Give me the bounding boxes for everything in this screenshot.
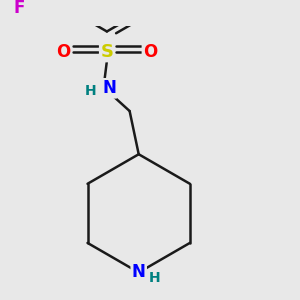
Text: S: S bbox=[100, 43, 113, 61]
Text: N: N bbox=[102, 79, 116, 97]
Text: H: H bbox=[149, 271, 161, 285]
Text: O: O bbox=[57, 43, 71, 61]
Text: O: O bbox=[143, 43, 157, 61]
Text: H: H bbox=[85, 84, 97, 98]
Text: N: N bbox=[132, 263, 145, 281]
Text: F: F bbox=[14, 0, 25, 16]
